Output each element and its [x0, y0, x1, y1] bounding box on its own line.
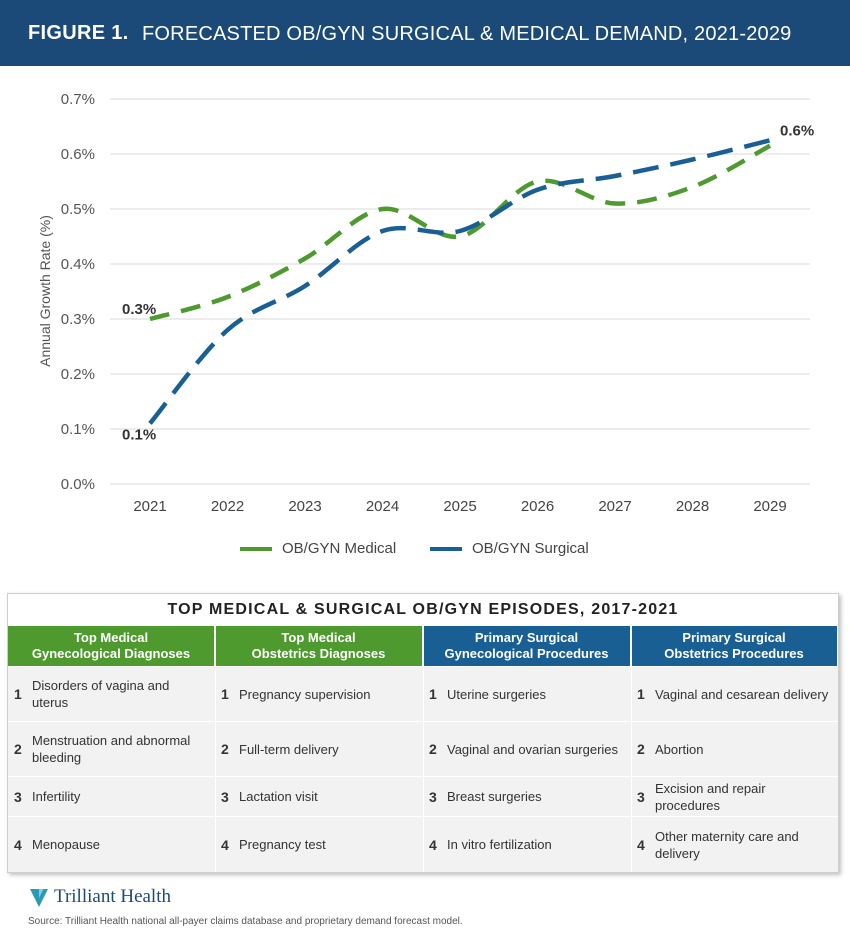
- x-tick-label: 2022: [211, 498, 244, 515]
- column-header-line: Gynecological Procedures: [444, 646, 609, 661]
- x-tick-label: 2025: [443, 498, 476, 515]
- table-cell: In vitro fertilization: [447, 837, 552, 852]
- legend-item: OB/GYN Medical: [240, 540, 396, 557]
- x-tick-label: 2026: [521, 498, 554, 515]
- x-tick-label: 2021: [133, 498, 166, 515]
- rank-number: 3: [637, 788, 645, 805]
- column-divider: [423, 626, 424, 872]
- y-tick-label: 0.4%: [61, 256, 95, 273]
- legend-swatch: [240, 546, 272, 551]
- legend-item: OB/GYN Surgical: [430, 540, 589, 557]
- y-tick-label: 0.7%: [61, 91, 95, 108]
- table-cell: Breast surgeries: [447, 789, 542, 804]
- legend-label: OB/GYN Surgical: [472, 540, 589, 557]
- rank-number: 1: [221, 686, 229, 702]
- table-row: 4 Menopause 4 Pregnancy test 4 In vitro ferti…: [8, 816, 838, 872]
- x-tick-label: 2027: [598, 498, 631, 515]
- y-axis-label: Annual Growth Rate (%): [37, 215, 53, 367]
- data-label: 0.6%: [780, 122, 814, 139]
- table-cell: Vaginal and ovarian surgeries: [447, 741, 619, 757]
- column-header-line: Top Medical: [281, 630, 356, 645]
- rank-number: 1: [14, 686, 22, 702]
- trilliant-logo: Trilliant Health: [28, 886, 171, 908]
- y-tick-label: 0.0%: [61, 476, 95, 493]
- rank-number: 3: [221, 788, 229, 805]
- column-header-line: Primary Surgical: [682, 630, 786, 645]
- column-header: Primary Surgical Gynecological Procedures: [423, 626, 631, 666]
- rank-number: 1: [637, 686, 645, 702]
- line-chart: 0.0% 0.1% 0.2% 0.3% 0.4% 0.5% 0.6% 0.7% 2021 2022…: [37, 91, 814, 515]
- legend-swatch: [430, 546, 462, 551]
- table-cell: Full-term delivery: [239, 741, 339, 757]
- x-tick-label: 2024: [366, 498, 399, 515]
- x-tick-label: 2028: [676, 498, 709, 515]
- column-header-text: Primary Surgical Obstetrics Procedures: [664, 630, 803, 662]
- table-cell: Pregnancy supervision: [239, 686, 371, 702]
- rank-number: 4: [637, 836, 645, 853]
- y-tick-label: 0.3%: [61, 311, 95, 328]
- data-label: 0.1%: [122, 427, 156, 444]
- rank-number: 2: [14, 741, 22, 757]
- table-cell: Pregnancy test: [239, 837, 326, 852]
- column-header-text: Primary Surgical Gynecological Procedures: [444, 630, 608, 662]
- column-header: Top Medical Gynecological Diagnoses: [8, 626, 215, 666]
- table-cell: Menopause: [32, 837, 100, 852]
- rank-number: 2: [429, 741, 437, 757]
- y-tick-label: 0.2%: [61, 366, 95, 383]
- rank-number: 4: [429, 836, 437, 853]
- column-header: Primary Surgical Obstetrics Procedures: [631, 626, 838, 666]
- chart-legend: OB/GYN Medical OB/GYN Surgical: [0, 540, 850, 562]
- table-title: TOP MEDICAL & SURGICAL OB/GYN EPISODES, …: [8, 594, 838, 626]
- series-line-ob-gyn-surgical: [148, 138, 771, 425]
- x-tick-label: 2029: [753, 498, 786, 515]
- source-note: Source: Trilliant Health national all-pa…: [28, 916, 463, 927]
- rank-number: 4: [14, 836, 22, 853]
- data-label: 0.3%: [122, 301, 156, 318]
- column-header-line: Obstetrics Diagnoses: [251, 646, 386, 661]
- column-header-text: Top Medical Gynecological Diagnoses: [32, 630, 190, 662]
- table-cell: Abortion: [655, 741, 704, 757]
- rank-number: 2: [637, 741, 645, 757]
- column-header-text: Top Medical Obstetrics Diagnoses: [252, 630, 386, 662]
- figure-label: FIGURE 1.: [28, 22, 129, 44]
- table-cell: Excision and repair procedures: [655, 780, 766, 813]
- legend-label: OB/GYN Medical: [282, 540, 397, 557]
- table-cell: Menstruation and abnormal bleeding: [32, 733, 191, 765]
- x-tick-label: 2023: [288, 498, 321, 515]
- figure-header: FIGURE 1. FORECASTED OB/GYN SURGICAL & M…: [0, 0, 850, 66]
- table-cell: Other maternity care and delivery: [655, 828, 799, 861]
- table-cell: Uterine surgeries: [447, 686, 546, 702]
- trillium-icon: [30, 889, 48, 907]
- table-cell: Infertility: [32, 789, 81, 804]
- rank-number: 4: [221, 836, 229, 853]
- rank-number: 2: [221, 741, 229, 757]
- logo-text: Trilliant Health: [54, 886, 171, 907]
- y-tick-label: 0.1%: [61, 421, 95, 438]
- rank-number: 1: [429, 686, 437, 702]
- column-header-line: Primary Surgical: [474, 630, 579, 645]
- column-header-line: Top Medical: [73, 630, 149, 645]
- column-header-line: Gynecological Diagnoses: [31, 646, 191, 661]
- table-cell: Vaginal and cesarean delivery: [655, 686, 829, 702]
- rank-number: 3: [14, 788, 22, 805]
- episodes-table: TOP MEDICAL & SURGICAL OB/GYN EPISODES, …: [7, 593, 839, 873]
- table-cell: Lactation visit: [239, 789, 318, 804]
- column-header: Top Medical Obstetrics Diagnoses: [215, 626, 423, 666]
- series-line-ob-gyn-medical: [149, 143, 772, 322]
- rank-number: 3: [429, 788, 437, 805]
- column-divider: [631, 626, 632, 872]
- column-header-line: Obstetrics Procedures: [664, 646, 804, 661]
- column-divider: [215, 626, 216, 872]
- figure-title: FORECASTED OB/GYN SURGICAL & MEDICAL DEM…: [142, 23, 792, 45]
- y-tick-label: 0.6%: [61, 146, 95, 163]
- table-row: 2 Menstruation and abnormal bleeding 2 Full…: [8, 721, 838, 776]
- table-cell: Disorders of vagina and uterus: [32, 678, 170, 710]
- y-tick-label: 0.5%: [61, 201, 95, 218]
